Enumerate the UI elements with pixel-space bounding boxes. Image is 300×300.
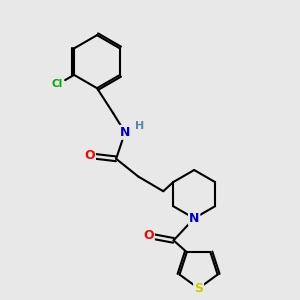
Text: N: N bbox=[120, 126, 130, 139]
Text: O: O bbox=[84, 149, 95, 162]
Text: H: H bbox=[135, 122, 144, 131]
Text: O: O bbox=[143, 230, 154, 242]
Text: S: S bbox=[194, 282, 203, 295]
Text: N: N bbox=[189, 212, 200, 225]
Text: Cl: Cl bbox=[52, 80, 63, 89]
